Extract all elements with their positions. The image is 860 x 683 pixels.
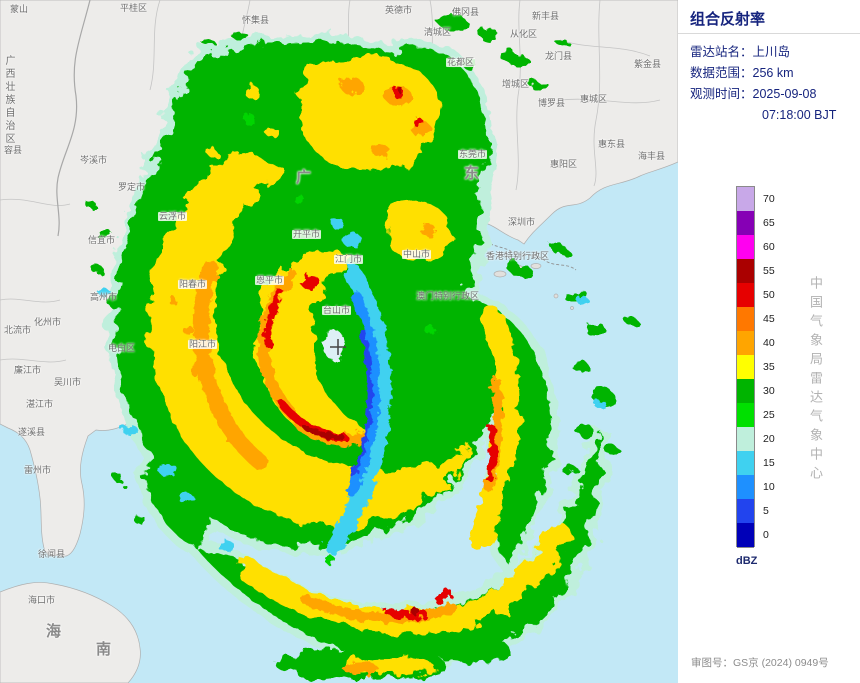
- legend-value: 65: [763, 217, 775, 229]
- station-value: 上川岛: [752, 45, 791, 59]
- legend-row: 25: [737, 402, 775, 428]
- legend-value: 55: [763, 265, 775, 277]
- legend-row: 45: [737, 306, 775, 332]
- dbz-colorbar: 70 65 60 55 50 45 40 35 30 25 20 15 10 5 0: [736, 186, 775, 548]
- time-date: 2025-09-08: [752, 87, 817, 101]
- legend-row: 35: [737, 354, 775, 380]
- echo-maroon-arcs: [303, 425, 345, 440]
- legend-row: 30: [737, 378, 775, 404]
- station-row: 雷达站名：上川岛: [690, 42, 836, 63]
- echo-maroon-layer: [397, 87, 420, 616]
- radar-center-watermark: 中国气象局雷达气象中心: [808, 276, 823, 485]
- typhoon-eye: [323, 330, 345, 360]
- time-label: 观测时间：: [690, 87, 753, 101]
- legend-value: 40: [763, 337, 775, 349]
- legend-swatch: [737, 522, 754, 548]
- legend-value: 5: [763, 505, 769, 517]
- legend-row: 0: [737, 522, 769, 548]
- divider: [678, 33, 860, 34]
- legend-value: 50: [763, 289, 775, 301]
- legend-row: 65: [737, 210, 775, 236]
- time-clock: 07:18:00 BJT: [762, 108, 837, 122]
- legend-swatch: [737, 474, 754, 500]
- info-panel: 组合反射率 雷达站名：上川岛 数据范围：256 km 观测时间：2025-09-…: [678, 0, 860, 683]
- legend-value: 20: [763, 433, 775, 445]
- legend-swatch: [737, 306, 754, 332]
- legend-value: 60: [763, 241, 775, 253]
- legend-value: 45: [763, 313, 775, 325]
- legend-row: 40: [737, 330, 775, 356]
- legend-row: 60: [737, 234, 775, 260]
- radar-map: 广西壮族自治区广东海南蒙山 平桂区 怀集县 英德市 佛冈县 新丰县 从化区 清城区 龙门县 花都区…: [0, 0, 678, 683]
- legend-swatch: [737, 354, 754, 380]
- legend-swatch: [737, 210, 754, 236]
- legend-value: 70: [763, 193, 775, 205]
- echo-yellow-eyewall: [255, 250, 376, 444]
- legend-row: 70: [737, 186, 775, 212]
- echo-yellow-ne-cluster: [386, 201, 451, 262]
- radar-station-cross: [330, 339, 346, 355]
- legend-row: 55: [737, 258, 775, 284]
- legend-swatch: [737, 330, 754, 356]
- radar-map-svg: [0, 0, 678, 683]
- page-title: 组合反射率: [690, 11, 766, 28]
- legend-value: 25: [763, 409, 775, 421]
- echo-yellow-north-cluster: [299, 55, 441, 172]
- range-row: 数据范围：256 km: [690, 63, 836, 84]
- hainan-island: [0, 582, 141, 683]
- legend-row: 10: [737, 474, 775, 500]
- time-row-2: 07:18:00 BJT: [690, 105, 836, 126]
- legend-value: 10: [763, 481, 775, 493]
- legend-swatch: [737, 378, 754, 404]
- echo-cyan-layer: [98, 219, 606, 576]
- legend-swatch: [737, 498, 754, 524]
- dbz-unit-label: dBZ: [736, 555, 758, 567]
- legend-row: 20: [737, 426, 775, 452]
- radar-metadata: 雷达站名：上川岛 数据范围：256 km 观测时间：2025-09-08 07:…: [690, 42, 836, 126]
- legend-wrap: 70 65 60 55 50 45 40 35 30 25 20 15 10 5 0 dBZ: [736, 186, 775, 567]
- legend-swatch: [737, 402, 754, 428]
- legend-value: 30: [763, 385, 775, 397]
- station-label: 雷达站名：: [690, 45, 753, 59]
- range-label: 数据范围：: [690, 66, 753, 80]
- legend-row: 50: [737, 282, 775, 308]
- legend-swatch: [737, 258, 754, 284]
- legend-value: 0: [763, 529, 769, 541]
- legend-value: 35: [763, 361, 775, 373]
- province-border: [56, 0, 91, 237]
- range-value: 256 km: [752, 66, 794, 80]
- legend-swatch: [737, 450, 754, 476]
- legend-swatch: [737, 234, 754, 260]
- legend-swatch: [737, 282, 754, 308]
- map-approval-number: 审图号：GS京 (2024) 0949号: [691, 657, 829, 669]
- legend-row: 5: [737, 498, 769, 524]
- echo-blue-crescent: [325, 263, 392, 555]
- legend-value: 15: [763, 457, 775, 469]
- time-row: 观测时间：2025-09-08: [690, 84, 836, 105]
- legend-swatch: [737, 426, 754, 452]
- legend-swatch: [737, 186, 754, 212]
- legend-row: 15: [737, 450, 775, 476]
